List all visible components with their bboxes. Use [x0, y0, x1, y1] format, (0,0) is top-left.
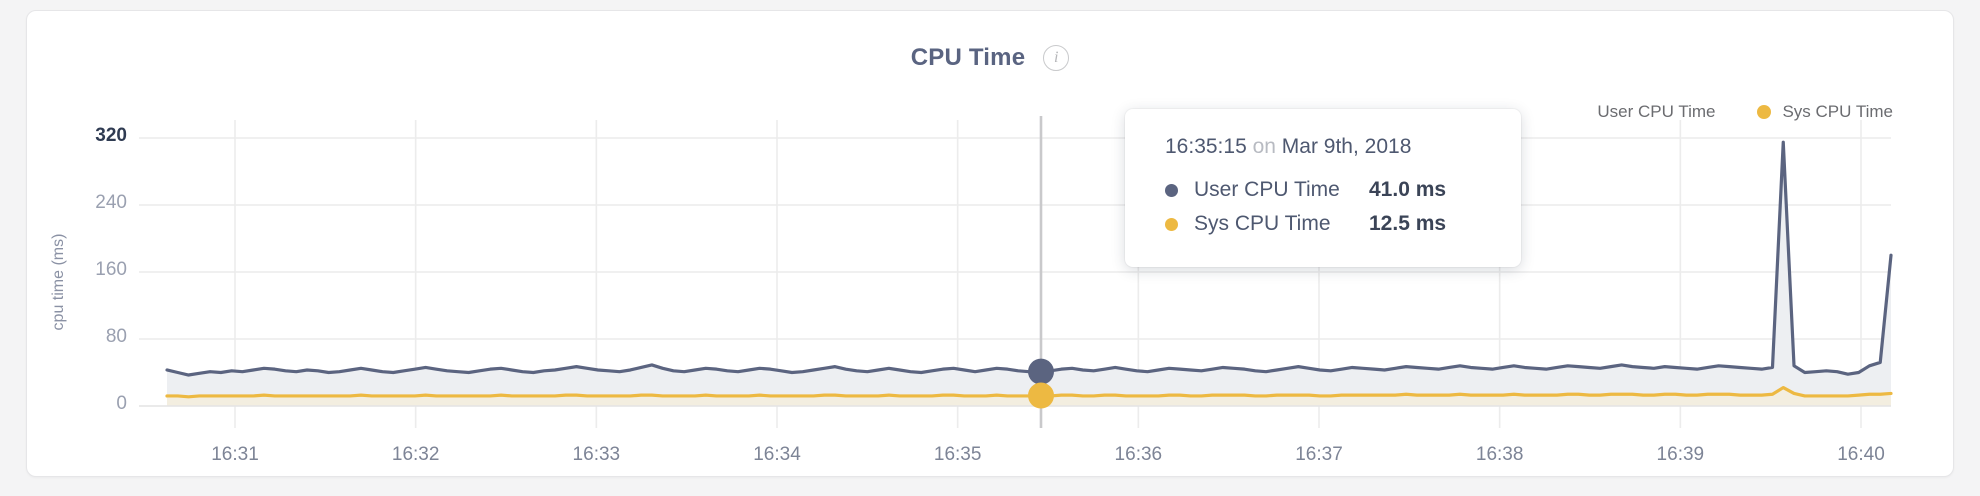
tooltip-row-user-cpu-time: User CPU Time 41.0 ms [1125, 173, 1521, 207]
cursor-marker-sys [1028, 382, 1054, 409]
chart-tooltip: 16:35:15 on Mar 9th, 2018 User CPU Time … [1125, 109, 1521, 267]
x-tick-label: 16:37 [1295, 444, 1343, 465]
plot-area [27, 11, 1953, 476]
tooltip-timestamp: 16:35:15 on Mar 9th, 2018 [1125, 135, 1521, 173]
area-sys-cpu-time [167, 387, 1891, 406]
tooltip-label-user: User CPU Time [1194, 178, 1340, 201]
x-tick-label: 16:38 [1475, 444, 1524, 465]
tooltip-connector: on [1252, 135, 1276, 158]
y-tick-label: 240 [95, 192, 127, 213]
tooltip-dot-sys [1165, 217, 1178, 231]
line-user-cpu-time [165, 140, 1893, 377]
info-icon[interactable]: i [1043, 45, 1070, 71]
x-tick-label: 16:34 [753, 444, 801, 465]
legend-label-sys: Sys CPU Time [1782, 102, 1893, 121]
x-tick-label: 16:39 [1656, 444, 1705, 465]
x-tick-label: 16:35 [933, 444, 982, 465]
legend-item-user-cpu-time[interactable]: User CPU Time [1572, 102, 1715, 122]
tooltip-time: 16:35:15 [1165, 135, 1247, 158]
chart-svg [139, 116, 1893, 428]
tooltip-dot-user [1165, 183, 1178, 197]
y-tick-label: 0 [116, 393, 127, 414]
tooltip-date: Mar 9th, 2018 [1281, 135, 1412, 158]
legend-label-user: User CPU Time [1597, 102, 1716, 121]
chart-header: CPU Time i [27, 41, 1953, 75]
tooltip-value-user: 41.0 ms [1369, 178, 1447, 201]
x-tick-label: 16:31 [211, 444, 259, 465]
cursor-marker-user [1028, 358, 1054, 385]
y-tick-label: 320 [95, 125, 127, 146]
tooltip-row-sys-cpu-time: Sys CPU Time 12.5 ms [1125, 207, 1521, 241]
x-tick-label: 16:40 [1837, 444, 1885, 465]
chart-legend: User CPU Time Sys CPU Time [1572, 101, 1893, 123]
y-tick-label: 160 [95, 259, 127, 280]
x-tick-label: 16:33 [572, 444, 621, 465]
area-user-cpu-time [167, 142, 1891, 406]
tooltip-value-sys: 12.5 ms [1369, 212, 1447, 235]
legend-dot-sys [1757, 105, 1772, 119]
x-tick-label: 16:32 [391, 444, 440, 465]
tooltip-label-sys: Sys CPU Time [1194, 212, 1331, 235]
line-sys-cpu-time [165, 385, 1893, 399]
x-tick-label: 16:36 [1114, 444, 1163, 465]
y-tick-label: 80 [105, 326, 127, 347]
legend-item-sys-cpu-time[interactable]: Sys CPU Time [1757, 102, 1893, 122]
cpu-time-chart-card: CPU Time i User CPU Time Sys CPU Time cpu… [26, 10, 1954, 477]
page-title: CPU Time [910, 44, 1026, 71]
